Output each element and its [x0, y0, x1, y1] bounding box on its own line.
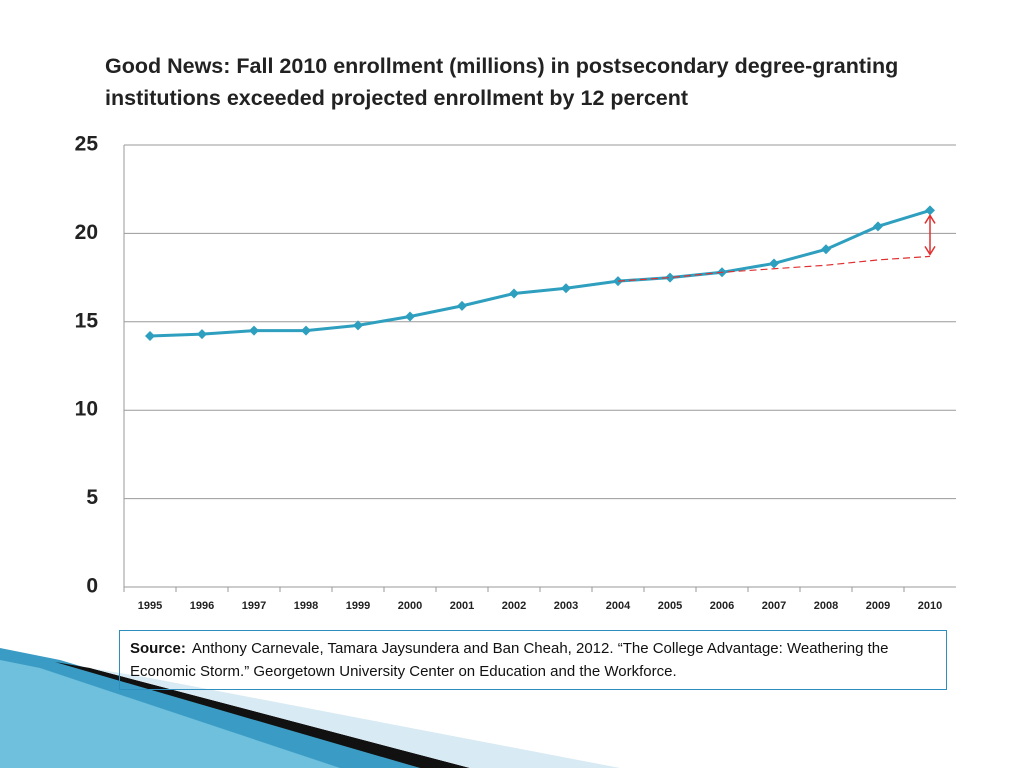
data-point: [145, 330, 155, 341]
y-tick-label: 10: [75, 398, 98, 421]
x-tick-label: 2001: [450, 600, 474, 612]
source-text: Anthony Carnevale, Tamara Jaysundera and…: [130, 640, 889, 680]
data-point: [561, 283, 571, 294]
x-tick-label: 2009: [866, 600, 890, 612]
x-tick-label: 2006: [710, 600, 734, 612]
x-tick-label: 1997: [242, 600, 266, 612]
chart-title: Good News: Fall 2010 enrollment (million…: [105, 54, 899, 110]
x-tick-label: 2005: [658, 600, 682, 612]
x-tick-label: 1998: [294, 600, 318, 612]
gap-arrow-head: [924, 214, 936, 224]
projection-line: [617, 255, 931, 282]
x-tick-label: 2002: [502, 600, 526, 612]
data-point: [665, 272, 675, 283]
data-point: [353, 320, 363, 331]
data-point: [301, 325, 311, 336]
data-point: [405, 311, 415, 322]
data-point: [873, 221, 883, 232]
y-tick-label: 25: [75, 133, 99, 156]
y-tick-label: 0: [86, 575, 98, 598]
x-tick-label: 2003: [554, 600, 578, 612]
x-tick-label: 1996: [190, 600, 214, 612]
data-point: [249, 325, 259, 336]
source-note: Source: Anthony Carnevale, Tamara Jaysund…: [119, 630, 947, 690]
decoration: [0, 660, 340, 768]
y-tick-label: 20: [75, 221, 98, 244]
data-point: [821, 244, 831, 255]
data-point: [457, 300, 467, 311]
x-tick-label: 2010: [918, 600, 942, 612]
source-label: Source:: [130, 640, 186, 657]
data-point: [197, 329, 207, 340]
x-tick-label: 1999: [346, 600, 370, 612]
y-tick-label: 5: [86, 486, 98, 509]
x-tick-label: 2000: [398, 600, 422, 612]
gap-arrow-head: [924, 245, 936, 256]
data-point: [769, 258, 779, 269]
y-tick-label: 15: [75, 309, 99, 332]
x-tick-label: 2008: [814, 600, 838, 612]
x-tick-label: 1995: [138, 600, 162, 612]
data-point: [509, 288, 519, 299]
series-line: [149, 208, 931, 338]
data-point: [925, 205, 935, 216]
decoration: [55, 662, 470, 768]
decoration: [90, 668, 620, 768]
x-tick-label: 2007: [762, 600, 786, 612]
x-tick-label: 2004: [606, 600, 631, 612]
